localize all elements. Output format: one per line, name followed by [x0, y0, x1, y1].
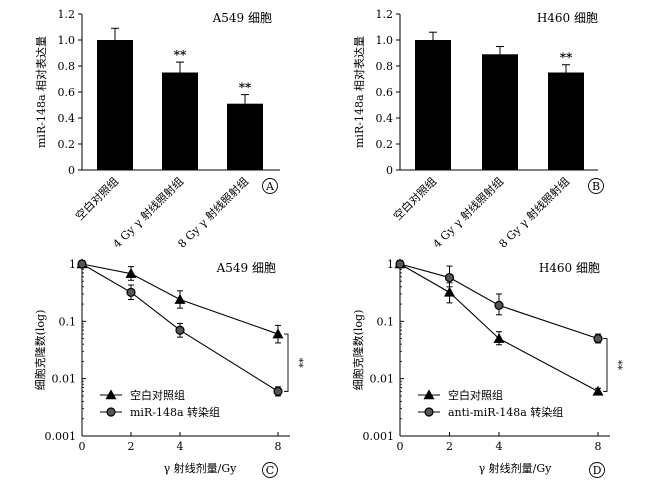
circle-marker [106, 407, 116, 417]
circle-marker [395, 259, 405, 269]
y-tick-label: 0.001 [363, 430, 395, 443]
panel-label-circle [262, 178, 278, 194]
chart-title: A549 细胞 [216, 261, 276, 275]
category-label: 空白对照组 [72, 174, 121, 223]
x-tick-label: 0 [397, 440, 404, 453]
significance-bracket [603, 338, 608, 392]
x-tick-label: 4 [177, 440, 184, 453]
panel-label-circle [262, 462, 278, 478]
chart-title: H460 细胞 [539, 261, 600, 275]
significance-label: ** [293, 358, 304, 368]
bar [548, 72, 584, 170]
y-axis-label: miR-148a 相对表达量 [352, 36, 366, 148]
x-tick-label: 8 [595, 440, 602, 453]
bar [227, 103, 263, 170]
triangle-marker [174, 293, 186, 304]
series-line [399, 263, 599, 392]
category-label: 4 Gy γ 射线照射组 [110, 174, 186, 250]
y-tick-label: 0 [68, 164, 75, 177]
y-tick-label: 0.8 [376, 60, 394, 73]
bar [97, 40, 133, 170]
y-tick-label: 1.0 [58, 34, 76, 47]
triangle-marker [493, 332, 505, 343]
y-tick-label: 0.8 [58, 60, 76, 73]
y-tick-label: 0.01 [370, 373, 395, 386]
series-line [81, 263, 279, 335]
panel-label: B [592, 180, 600, 193]
circle-marker [77, 259, 87, 269]
triangle-marker [592, 385, 604, 396]
legend-label: 空白对照组 [448, 388, 503, 402]
y-tick-label: 0.2 [376, 138, 394, 151]
panel-a: 0 0.2 0.4 0.6 0.8 1.0 1.2 空白对照组 ** 4 Gy γ 射线照射组 **… [34, 8, 280, 251]
circle-marker [273, 386, 283, 396]
x-tick-label: 0 [79, 440, 86, 453]
bar [415, 40, 451, 170]
significance-label: ** [174, 48, 187, 62]
y-axis-label: 细胞克隆数(log) [351, 310, 365, 391]
panel-label: A [265, 180, 275, 193]
y-axis-label: miR-148a 相对表达量 [34, 36, 48, 148]
y-tick-label: 1.2 [58, 8, 76, 21]
y-tick-label: 0.2 [58, 138, 76, 151]
bar [162, 72, 198, 170]
chart-title: H460 细胞 [537, 11, 598, 25]
y-tick-label: 1 [387, 258, 394, 271]
x-axis-label: γ 射线剂量/Gy [479, 461, 553, 475]
x-tick-label: 2 [446, 440, 453, 453]
significance-label: ** [239, 81, 252, 95]
x-tick-label: 4 [496, 440, 503, 453]
triangle-marker [443, 286, 456, 297]
y-tick-label: 0.1 [377, 315, 395, 328]
x-tick-label: 2 [128, 440, 135, 453]
circle-marker [126, 287, 136, 297]
y-tick-label: 0.01 [52, 373, 77, 386]
triangle-marker [423, 389, 435, 400]
significance-bracket [284, 333, 289, 392]
triangle-marker [272, 328, 284, 339]
bar [482, 54, 518, 170]
y-tick-label: 0.4 [376, 112, 394, 125]
y-tick-label: 0 [386, 164, 393, 177]
category-label: 8 Gy γ 射线照射组 [175, 174, 251, 250]
y-tick-label: 1 [69, 258, 76, 271]
legend-label: miR-148a 转染组 [130, 405, 220, 419]
circle-marker [175, 325, 185, 335]
y-tick-label: 0.6 [376, 86, 394, 99]
series-line [399, 263, 599, 340]
y-tick-label: 1.0 [376, 34, 394, 47]
panel-label: C [266, 464, 274, 477]
x-tick-label: 8 [275, 440, 282, 453]
category-label: 4 Gy γ 射线照射组 [430, 174, 506, 250]
series-line [81, 263, 279, 392]
y-tick-label: 0.4 [58, 112, 76, 125]
triangle-marker [125, 267, 137, 278]
circle-marker [593, 333, 603, 344]
y-axis-label: 细胞克隆数(log) [33, 310, 47, 391]
category-label: 空白对照组 [390, 174, 439, 223]
legend-label: 空白对照组 [130, 388, 185, 402]
circle-marker [494, 300, 504, 310]
y-tick-label: 0.1 [59, 315, 77, 328]
significance-label: ** [612, 360, 623, 370]
circle-marker [444, 272, 455, 283]
x-axis-label: γ 射线剂量/Gy [164, 461, 238, 475]
y-tick-label: 0.6 [58, 86, 76, 99]
panel-label: D [593, 464, 602, 477]
panel-label-circle [588, 178, 604, 194]
legend-label: anti-miR-148a 转染组 [448, 405, 563, 419]
category-label: 8 Gy γ 射线照射组 [496, 174, 572, 250]
circle-marker [424, 407, 434, 417]
y-tick-label: 1.2 [376, 8, 394, 21]
chart-title: A549 细胞 [212, 11, 272, 25]
significance-label: ** [560, 51, 573, 65]
triangle-marker [105, 389, 117, 400]
panel-label-circle [589, 462, 605, 478]
y-tick-label: 0.001 [45, 430, 77, 443]
